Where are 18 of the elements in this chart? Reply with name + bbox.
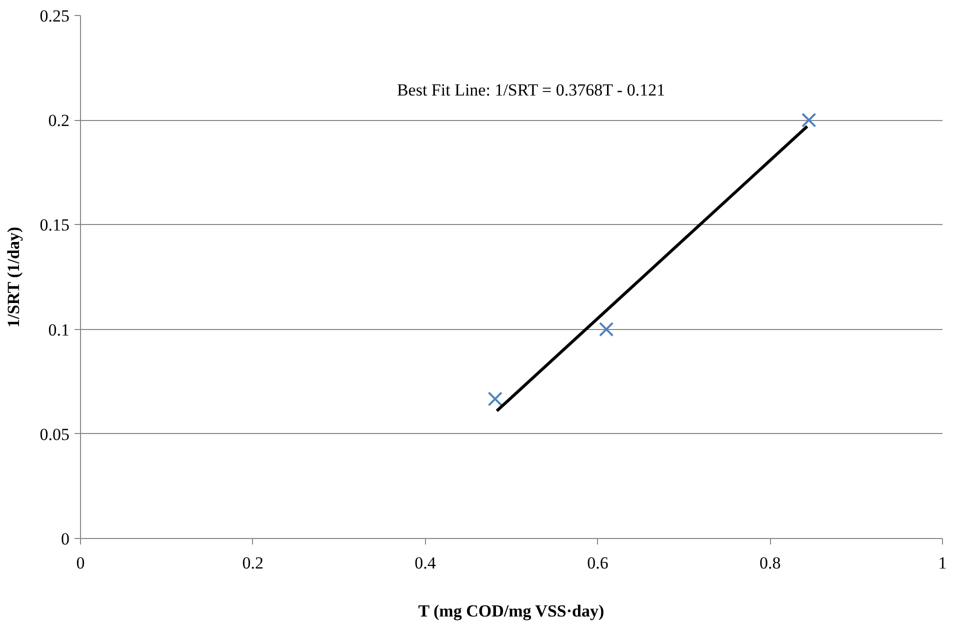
y-tick-label: 0.05 bbox=[40, 424, 70, 444]
x-axis-title: T (mg COD/mg VSS·day) bbox=[418, 602, 604, 620]
y-tick-label: 0.1 bbox=[48, 320, 70, 340]
x-tick-label: 0 bbox=[76, 554, 85, 572]
y-tick-label: 0.25 bbox=[40, 6, 70, 26]
y-tick-label: 0.2 bbox=[48, 111, 70, 130]
x-tick-label: 0.2 bbox=[242, 554, 264, 572]
x-tick-label: 0.4 bbox=[414, 554, 436, 572]
point bbox=[598, 322, 614, 337]
y-axis-title: 1/SRT (1/day) bbox=[4, 226, 23, 328]
y-tick-label: 0 bbox=[61, 530, 70, 548]
x-tick-label: 1 bbox=[938, 554, 947, 572]
x-tick-label: 0.6 bbox=[587, 554, 608, 572]
x-tick-label: 0.8 bbox=[759, 554, 781, 572]
point bbox=[802, 112, 816, 128]
annotation: Best Fit Line: 1/SRT = 0.3768T - 0.121 bbox=[396, 80, 666, 100]
point bbox=[488, 392, 502, 406]
y-tick-label: 0.15 bbox=[40, 216, 70, 235]
